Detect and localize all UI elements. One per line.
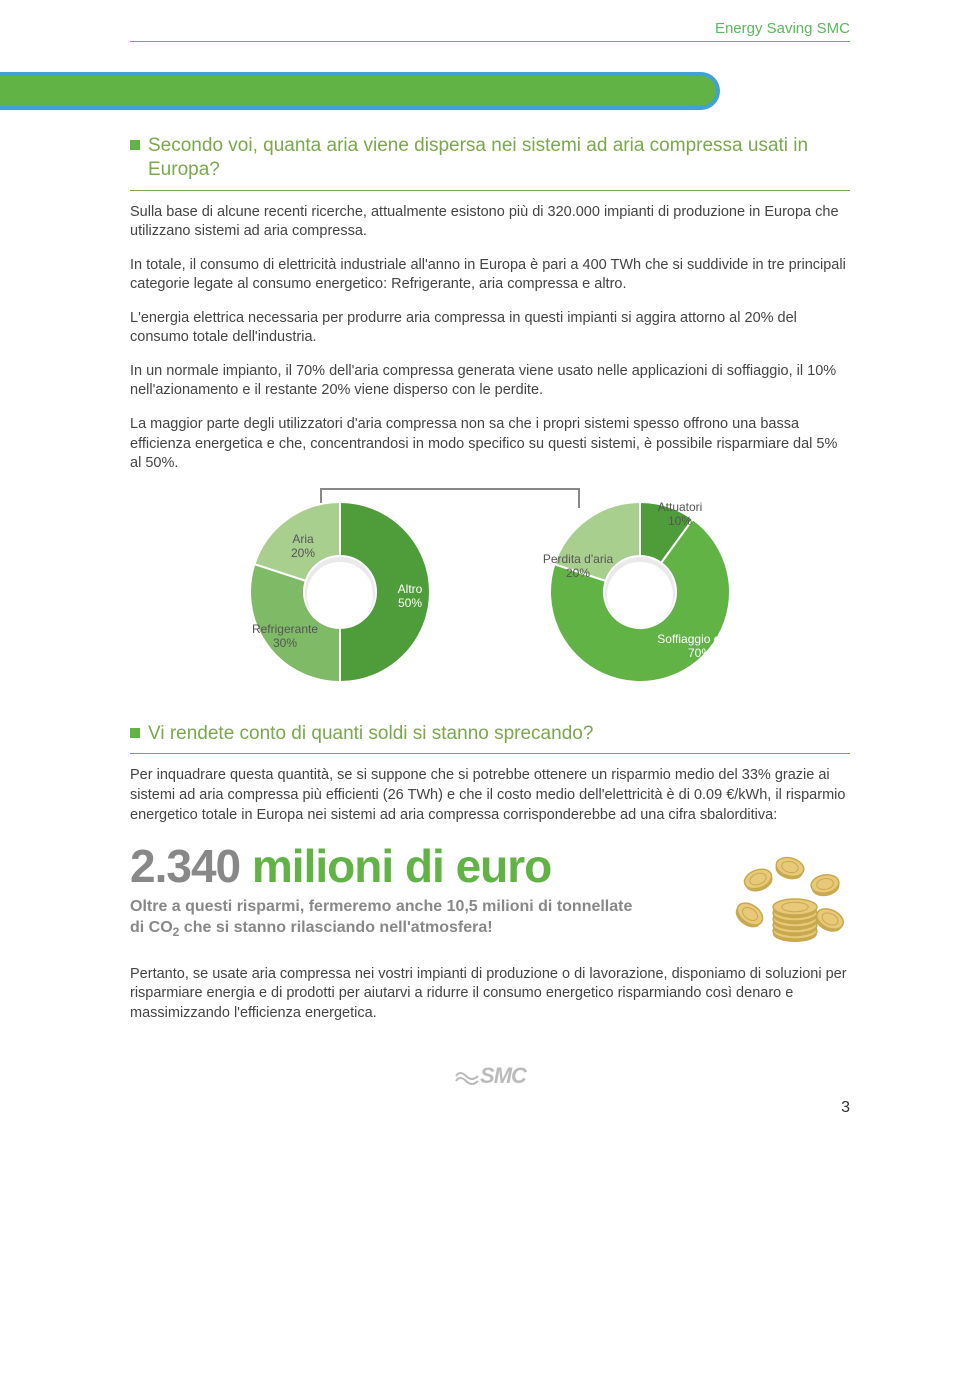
section1-para-0: Sulla base di alcune recenti ricerche, a… — [130, 203, 850, 242]
page: Energy Saving SMC Secondo voi, quanta ar… — [0, 0, 960, 1147]
section1-para-2: L'energia elettrica necessaria per produ… — [130, 309, 850, 348]
divider — [130, 190, 850, 191]
section1-para-1: In totale, il consumo di elettricità ind… — [130, 256, 850, 295]
section1-heading: Secondo voi, quanta aria viene dispersa … — [130, 134, 850, 182]
donut-charts-row: Aria20% Altro50% Refrigerante30% Attuato… — [130, 492, 850, 692]
section2-para-1: Per inquadrare questa quantità, se si su… — [130, 766, 850, 825]
section2-para-2: Pertanto, se usate aria compressa nei vo… — [130, 965, 850, 1024]
page-number: 3 — [130, 1099, 850, 1117]
section1-para-3: In un normale impianto, il 70% dell'aria… — [130, 362, 850, 401]
donut-chart-1: Aria20% Altro50% Refrigerante30% — [220, 492, 460, 692]
bullet-square-icon — [130, 728, 140, 738]
section2-heading: Vi rendete conto di quanti soldi si stan… — [130, 722, 850, 746]
section1-heading-text: Secondo voi, quanta aria viene dispersa … — [148, 134, 850, 182]
section1-para-4: La maggior parte degli utilizzatori d'ar… — [130, 415, 850, 474]
footer: SMC — [130, 1063, 850, 1089]
coins-icon — [730, 849, 850, 949]
donut-chart-2: Attuatori10% Soffiaggio d'aria70% Perdit… — [520, 492, 760, 692]
smc-logo: SMC — [454, 1063, 526, 1088]
co2-subline: Oltre a questi risparmi, fermeremo anche… — [130, 897, 650, 941]
savings-callout: 2.340 milioni di euro Oltre a questi ris… — [130, 839, 850, 941]
divider — [130, 753, 850, 754]
header-title: Energy Saving SMC — [130, 20, 850, 42]
section2-heading-text: Vi rendete conto di quanti soldi si stan… — [148, 722, 593, 746]
bullet-square-icon — [130, 140, 140, 150]
green-tab-bar — [0, 72, 720, 110]
